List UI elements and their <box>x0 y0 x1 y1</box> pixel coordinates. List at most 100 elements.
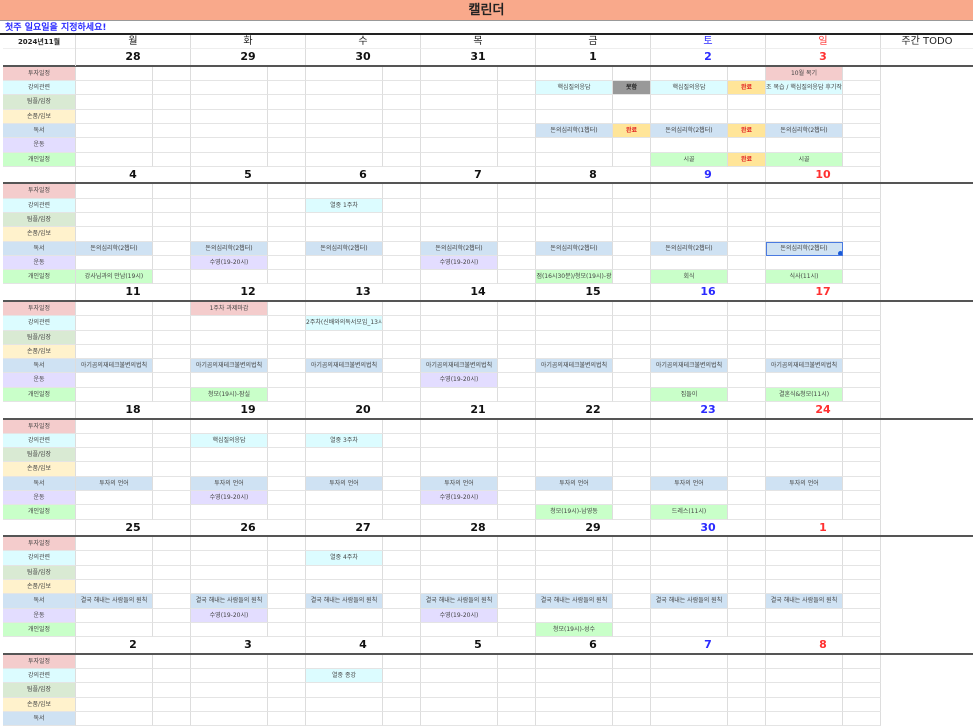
status-cell[interactable] <box>613 668 651 684</box>
event-cell[interactable] <box>191 505 268 520</box>
event-cell[interactable] <box>306 227 383 242</box>
status-cell[interactable] <box>843 316 881 331</box>
status-cell[interactable] <box>153 270 191 285</box>
event-cell[interactable] <box>306 344 383 360</box>
event-cell[interactable] <box>651 448 728 463</box>
event-cell[interactable] <box>766 212 843 228</box>
todo-cell[interactable] <box>881 242 973 256</box>
status-cell[interactable] <box>268 184 306 199</box>
status-cell[interactable] <box>843 212 881 228</box>
event-cell[interactable] <box>421 123 498 139</box>
status-cell[interactable] <box>498 255 536 271</box>
event-cell[interactable]: 돈의심리학(2챕터) <box>766 123 843 139</box>
status-cell[interactable] <box>383 505 421 520</box>
event-cell[interactable] <box>191 580 268 595</box>
event-cell[interactable]: 결국 해내는 사람들의 원칙 <box>76 594 153 609</box>
event-cell[interactable] <box>421 505 498 520</box>
event-cell[interactable] <box>76 227 153 242</box>
event-cell[interactable] <box>766 537 843 552</box>
status-cell[interactable] <box>728 668 766 684</box>
date-cell[interactable]: 26 <box>191 519 306 536</box>
todo-cell[interactable] <box>881 153 973 167</box>
status-cell[interactable] <box>498 462 536 477</box>
status-cell[interactable] <box>498 476 536 492</box>
event-cell[interactable] <box>191 152 268 167</box>
event-cell[interactable] <box>76 373 153 388</box>
event-cell[interactable] <box>536 433 613 449</box>
status-cell[interactable] <box>843 668 881 684</box>
event-cell[interactable] <box>306 419 383 434</box>
status-cell[interactable] <box>613 373 651 388</box>
status-cell[interactable] <box>153 330 191 345</box>
date-cell[interactable]: 2 <box>651 49 766 65</box>
todo-cell[interactable] <box>881 359 973 373</box>
event-cell[interactable] <box>191 373 268 388</box>
event-cell[interactable] <box>191 668 268 684</box>
event-cell[interactable] <box>536 387 613 403</box>
status-cell[interactable] <box>613 387 651 403</box>
status-cell[interactable] <box>268 448 306 463</box>
event-cell[interactable] <box>766 683 843 698</box>
status-cell[interactable] <box>613 198 651 213</box>
status-cell[interactable] <box>153 505 191 520</box>
event-cell[interactable] <box>536 344 613 360</box>
event-cell[interactable]: 투자의 언어 <box>421 476 498 492</box>
event-cell[interactable]: 투자의 언어 <box>766 476 843 492</box>
event-cell[interactable] <box>76 138 153 153</box>
event-cell[interactable]: 투자의 언어 <box>191 476 268 492</box>
status-cell[interactable] <box>728 551 766 566</box>
event-cell[interactable] <box>191 622 268 638</box>
status-cell[interactable] <box>153 109 191 124</box>
status-cell[interactable] <box>843 123 881 139</box>
status-cell[interactable] <box>613 683 651 698</box>
event-cell[interactable] <box>536 580 613 595</box>
event-cell[interactable] <box>191 551 268 566</box>
event-cell[interactable]: 드레스(11시) <box>651 505 728 520</box>
event-cell[interactable] <box>306 537 383 552</box>
status-cell[interactable] <box>498 387 536 403</box>
todo-cell[interactable] <box>881 448 973 462</box>
event-cell[interactable] <box>76 330 153 345</box>
status-cell[interactable] <box>498 594 536 609</box>
event-cell[interactable] <box>536 448 613 463</box>
event-cell[interactable] <box>651 95 728 110</box>
event-cell[interactable] <box>651 138 728 153</box>
event-cell[interactable] <box>191 462 268 477</box>
status-cell[interactable] <box>383 565 421 580</box>
status-cell[interactable] <box>498 109 536 124</box>
status-cell[interactable] <box>383 301 421 317</box>
todo-cell[interactable] <box>881 683 973 697</box>
event-cell[interactable] <box>421 316 498 331</box>
event-cell[interactable] <box>536 227 613 242</box>
event-cell[interactable] <box>306 330 383 345</box>
status-cell[interactable] <box>153 654 191 669</box>
status-cell[interactable] <box>728 448 766 463</box>
event-cell[interactable] <box>76 580 153 595</box>
event-cell[interactable] <box>421 95 498 110</box>
event-cell[interactable] <box>766 462 843 477</box>
date-cell[interactable]: 6 <box>306 166 421 183</box>
status-cell[interactable] <box>613 152 651 167</box>
status-cell[interactable] <box>498 359 536 374</box>
status-cell[interactable] <box>843 580 881 595</box>
status-cell[interactable] <box>268 462 306 477</box>
event-cell[interactable] <box>536 198 613 213</box>
event-cell[interactable] <box>766 316 843 331</box>
event-cell[interactable] <box>421 212 498 228</box>
event-cell[interactable]: 강사님과의 만남(19시) <box>76 270 153 285</box>
event-cell[interactable]: 돈의심리학(2챕터) <box>766 241 843 256</box>
status-cell[interactable] <box>268 373 306 388</box>
event-cell[interactable] <box>306 373 383 388</box>
status-cell[interactable] <box>728 95 766 110</box>
event-cell[interactable]: 청모(19시)-남영동 <box>536 505 613 520</box>
event-cell[interactable] <box>191 419 268 434</box>
date-cell[interactable]: 8 <box>536 166 651 183</box>
todo-cell[interactable] <box>881 256 973 270</box>
event-cell[interactable] <box>76 152 153 167</box>
event-cell[interactable] <box>191 654 268 669</box>
event-cell[interactable]: 집들이 <box>651 387 728 403</box>
event-cell[interactable] <box>76 505 153 520</box>
todo-cell[interactable] <box>881 491 973 505</box>
status-cell[interactable] <box>728 255 766 271</box>
event-cell[interactable]: 열중 3주차 <box>306 433 383 449</box>
